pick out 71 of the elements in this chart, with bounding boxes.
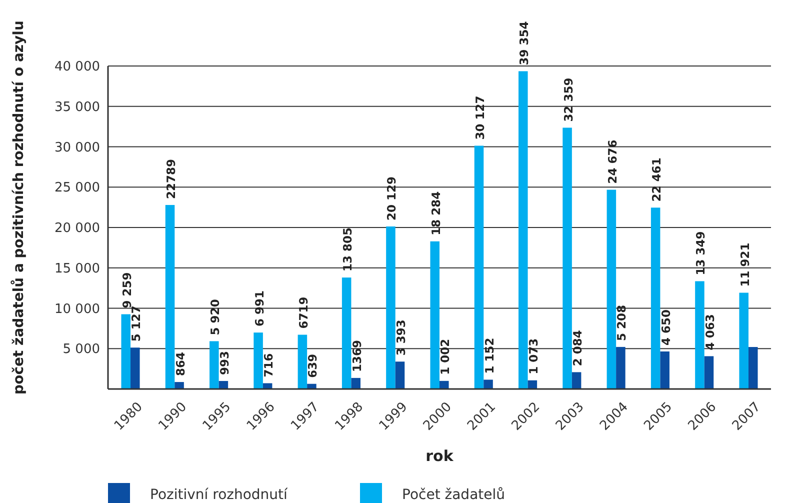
data-label: 20 129 xyxy=(384,176,399,220)
bar xyxy=(660,351,670,389)
bar xyxy=(440,380,449,389)
data-label: 639 xyxy=(306,354,320,378)
data-label: 32 359 xyxy=(561,78,576,122)
legend-label: Pozitivní rozhodnutí xyxy=(150,486,289,503)
data-label: 13 805 xyxy=(340,228,355,272)
y-tick-label: 5 000 xyxy=(62,342,100,358)
bar xyxy=(218,380,228,389)
bar xyxy=(262,383,272,389)
bar xyxy=(307,384,316,389)
bar xyxy=(342,278,352,389)
bar xyxy=(572,372,582,389)
x-axis-title: rok xyxy=(426,447,454,465)
bar xyxy=(606,190,616,389)
data-label: 39 354 xyxy=(517,21,532,66)
data-label: 6 991 xyxy=(252,290,266,327)
bar xyxy=(695,281,704,389)
y-tick-label: 35 000 xyxy=(54,100,100,115)
y-tick-label: 15 000 xyxy=(54,261,100,276)
data-label: 6719 xyxy=(296,296,310,329)
y-tick-label: 25 000 xyxy=(54,180,100,196)
data-label: 864 xyxy=(173,352,188,376)
bar xyxy=(395,362,405,389)
data-label: 22789 xyxy=(164,158,178,199)
bar xyxy=(518,71,528,389)
data-label: 18 284 xyxy=(428,191,443,236)
data-label: 1369 xyxy=(350,340,364,372)
data-label: 4 650 xyxy=(658,309,673,346)
bar xyxy=(616,346,626,389)
data-label: 30 127 xyxy=(473,96,488,140)
data-label: 1 002 xyxy=(438,338,452,375)
y-tick-label: 40 000 xyxy=(54,60,100,75)
y-tick-label: 20 000 xyxy=(54,221,100,236)
data-label: 1 073 xyxy=(526,338,540,374)
data-label: 4 063 xyxy=(702,314,717,350)
y-tick-label: 30 000 xyxy=(54,140,100,156)
data-label: 1 152 xyxy=(482,338,496,374)
bar xyxy=(165,204,175,389)
bar xyxy=(121,314,131,389)
data-label: 24 676 xyxy=(605,140,620,184)
bar xyxy=(210,341,219,389)
data-label: 22 461 xyxy=(650,158,664,202)
data-label: 3 393 xyxy=(394,320,408,356)
data-label: 13 349 xyxy=(694,231,708,276)
y-axis-title: počet žadatelů a pozitivních rozhodnutí o azylu xyxy=(10,20,27,394)
bar xyxy=(430,241,440,389)
data-label: 5 127 xyxy=(129,306,144,342)
bar xyxy=(650,208,660,389)
bar xyxy=(351,378,360,389)
data-label: 2 084 xyxy=(570,330,585,366)
bar xyxy=(298,334,308,389)
y-tick-label: 10 000 xyxy=(54,302,100,317)
bar xyxy=(254,332,263,389)
bar xyxy=(386,226,396,389)
bar xyxy=(748,347,758,389)
bar xyxy=(474,146,484,389)
bar xyxy=(484,380,493,389)
bar xyxy=(174,382,184,389)
bar xyxy=(528,380,538,389)
bar xyxy=(130,348,140,389)
data-label: 5 208 xyxy=(614,304,629,341)
data-label: 716 xyxy=(262,353,276,378)
bar xyxy=(562,128,572,389)
data-label: 5 920 xyxy=(208,299,222,336)
bar xyxy=(739,292,748,389)
data-label: 9 259 xyxy=(120,272,134,308)
data-label: 11 921 xyxy=(738,242,752,287)
legend-label: Počet žadatelů xyxy=(402,486,506,503)
bar xyxy=(704,356,714,389)
data-label: 993 xyxy=(217,350,232,375)
